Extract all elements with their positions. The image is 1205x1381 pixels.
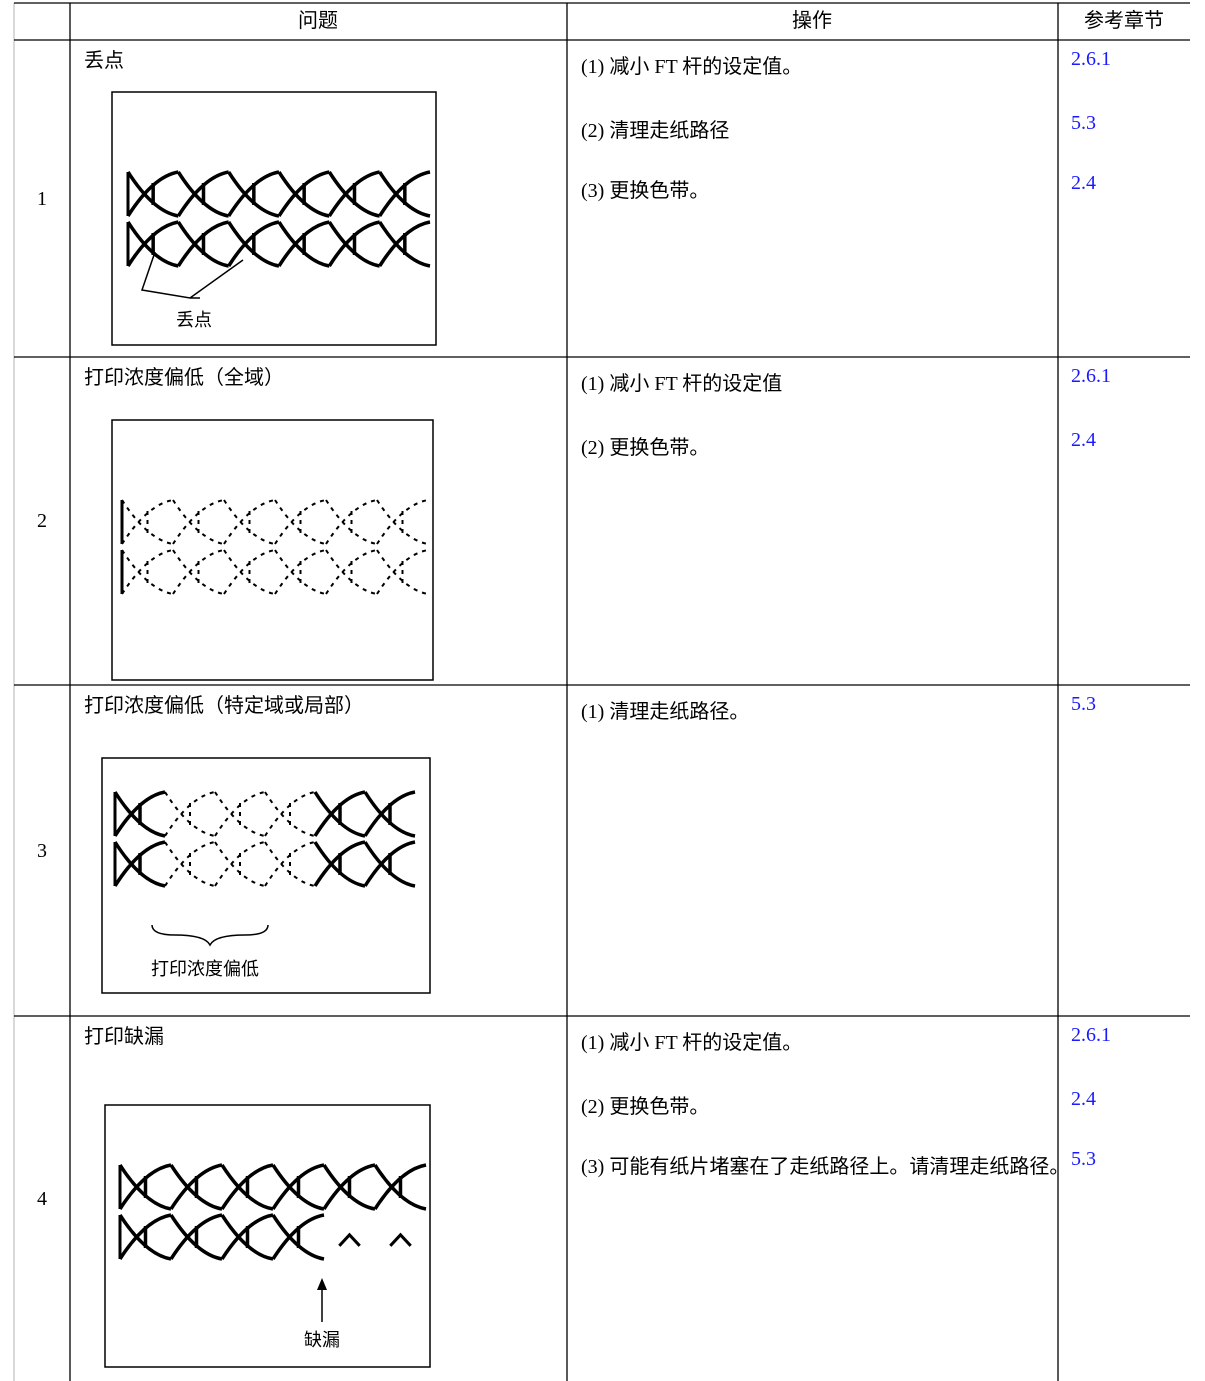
- figure-caption: 丢点: [176, 310, 212, 330]
- print-pattern: [376, 549, 429, 595]
- action: (1) 减小 FT 杆的设定值。: [581, 1032, 803, 1054]
- print-pattern: [223, 549, 276, 595]
- print-pattern: [172, 499, 225, 545]
- print-pattern: [376, 499, 429, 545]
- figure-frame: [101, 757, 431, 994]
- header-action: 操作: [792, 10, 832, 32]
- print-pattern: [325, 549, 378, 595]
- arrow-head: [317, 1278, 327, 1290]
- print-pattern: [274, 549, 327, 595]
- figure-caption: 打印浓度偏低: [151, 959, 259, 979]
- action: (3) 更换色带。: [581, 180, 710, 202]
- print-pattern: [325, 549, 378, 595]
- print-pattern: [325, 499, 378, 545]
- figure-frame: [111, 419, 434, 681]
- action: (2) 更换色带。: [581, 437, 710, 459]
- print-pattern: [325, 499, 378, 545]
- action: (1) 减小 FT 杆的设定值: [581, 373, 783, 395]
- problem: 打印浓度偏低（特定域或局部）: [84, 695, 364, 717]
- reference-link[interactable]: 2.6.1: [1071, 48, 1111, 70]
- print-pattern: [223, 549, 276, 595]
- print-pattern: [121, 499, 174, 545]
- reference-link[interactable]: 5.3: [1071, 693, 1096, 715]
- print-pattern: [172, 549, 225, 595]
- action: (1) 清理走纸路径。: [581, 701, 750, 723]
- print-pattern: [172, 549, 225, 595]
- print-pattern: [223, 499, 276, 545]
- print-pattern: [274, 499, 327, 545]
- row-number: 1: [37, 187, 47, 210]
- print-pattern: [376, 499, 429, 545]
- print-pattern: [376, 549, 429, 595]
- problem: 丢点: [84, 50, 124, 72]
- reference-link[interactable]: 2.6.1: [1071, 1024, 1111, 1046]
- action: (2) 更换色带。: [581, 1096, 710, 1118]
- action: (3) 可能有纸片堵塞在了走纸路径上。请清理走纸路径。: [581, 1156, 1070, 1178]
- action: (2) 清理走纸路径: [581, 120, 730, 142]
- reference-link[interactable]: 2.4: [1071, 172, 1096, 194]
- print-pattern: [121, 549, 174, 595]
- print-pattern: [121, 499, 174, 545]
- pointer: [141, 251, 244, 299]
- figure-frame: [104, 1104, 431, 1368]
- reference-link[interactable]: 2.4: [1071, 1088, 1096, 1110]
- print-pattern: [172, 499, 225, 545]
- print-pattern: [274, 499, 327, 545]
- reference-link[interactable]: 2.4: [1071, 429, 1096, 451]
- figure-frame: [111, 91, 437, 346]
- reference-link[interactable]: 5.3: [1071, 1148, 1096, 1170]
- row-number: 4: [37, 1187, 47, 1210]
- print-pattern: [274, 549, 327, 595]
- print-fragment: [389, 1232, 412, 1247]
- figure-caption: 缺漏: [304, 1330, 340, 1350]
- brace: [151, 924, 269, 947]
- header-problem: 问题: [298, 10, 338, 32]
- action: (1) 减小 FT 杆的设定值。: [581, 56, 803, 78]
- header-reference: 参考章节: [1084, 10, 1164, 32]
- problem: 打印浓度偏低（全域）: [84, 367, 284, 389]
- print-fragment: [338, 1232, 361, 1247]
- print-pattern: [223, 499, 276, 545]
- reference-link[interactable]: 2.6.1: [1071, 365, 1111, 387]
- print-pattern: [121, 549, 174, 595]
- problem: 打印缺漏: [84, 1026, 164, 1048]
- reference-link[interactable]: 5.3: [1071, 112, 1096, 134]
- row-number: 2: [37, 510, 47, 532]
- row-number: 3: [37, 839, 47, 862]
